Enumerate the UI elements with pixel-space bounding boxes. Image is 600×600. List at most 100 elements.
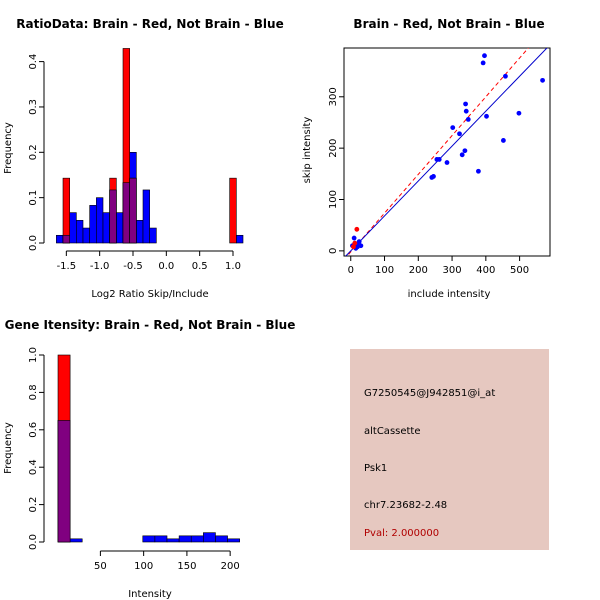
scatter-point-notbrain <box>351 235 357 241</box>
scatter-y-tick-label: 100 <box>328 190 339 209</box>
scatter-red-fit-line <box>346 48 529 256</box>
intensity-bar-notbrain <box>166 538 180 543</box>
intensity-y-tick-label: 0.4 <box>28 459 39 475</box>
scatter-point-brain <box>354 226 360 232</box>
ratio-bar-brain <box>62 177 70 244</box>
scatter-x-tick-label: 100 <box>375 265 394 276</box>
ratio-x-tick-label: -1.0 <box>90 261 110 272</box>
intensity-y-tick-label: 1.0 <box>28 347 39 363</box>
ratio-x-tick-label: -0.5 <box>123 261 143 272</box>
intensity-bar-notbrain <box>69 538 83 543</box>
intensity-bar-overlap <box>57 420 71 543</box>
ratio-x-tick-label: 0.0 <box>158 261 174 272</box>
scatter-point-brain <box>352 240 358 246</box>
scatter-point-notbrain <box>476 168 481 174</box>
ratio-bar-notbrain <box>149 227 157 244</box>
ratio-bar-notbrain <box>69 212 77 244</box>
intensity-x-axis-label: Intensity <box>128 589 172 600</box>
intensity-y-tick-label: 0.8 <box>28 384 39 400</box>
scatter-point-notbrain <box>540 77 545 83</box>
scatter-point-notbrain <box>450 125 456 131</box>
scatter-point-notbrain <box>516 110 522 116</box>
ratio-bar-notbrain <box>56 234 64 244</box>
intensity-bar-notbrain <box>154 535 168 543</box>
intensity-x-tick-label: 100 <box>134 561 153 572</box>
scatter-panel: Brain - Red, Not Brain - Blue 0 100 200 300… <box>302 17 551 300</box>
intensity-y-tick-label: 0.6 <box>28 422 39 438</box>
intensity-y-tick-label: 0.0 <box>28 534 39 550</box>
info-panel: G7250545@J942851@i_at altCassette Psk1 c… <box>350 349 549 550</box>
intensity-y-tick-label: 0.2 <box>28 497 39 513</box>
scatter-frame <box>343 47 551 257</box>
ratio-bar-notbrain <box>136 220 144 244</box>
intensity-bar-notbrain <box>178 535 192 543</box>
scatter-y-axis-label: skip intensity <box>302 117 313 184</box>
intensity-bar-notbrain <box>142 535 156 543</box>
ratio-y-tick-label: 0.0 <box>28 235 39 251</box>
scatter-point-notbrain <box>500 138 506 143</box>
ratio-bar-overlap <box>62 234 70 244</box>
scatter-x-tick-label: 300 <box>443 265 462 276</box>
intensity-histogram-panel: Gene Itensity: Brain - Red, Not Brain - … <box>3 318 295 600</box>
probe-id-text: G7250545@J942851@i_at <box>364 388 495 399</box>
ratio-bar-brain <box>229 177 237 244</box>
scatter-point-notbrain <box>444 160 450 165</box>
scatter-point-notbrain <box>459 152 465 158</box>
scatter-y-tick-label: 200 <box>328 139 339 158</box>
scatter-x-tick-label: 500 <box>510 265 529 276</box>
gene-name-text: Psk1 <box>364 463 387 474</box>
scatter-point-notbrain <box>480 60 486 66</box>
scatter-blue-fit-line <box>345 48 548 256</box>
ratio-x-tick-label: 1.0 <box>225 261 241 272</box>
ratio-bars <box>56 48 244 244</box>
scatter-point-notbrain <box>465 116 471 122</box>
scatter-point-notbrain <box>503 73 508 79</box>
scatter-point-notbrain <box>484 113 489 119</box>
ratio-chart-title: RatioData: Brain - Red, Not Brain - Blue <box>16 17 283 31</box>
intensity-bar-notbrain <box>227 538 240 543</box>
scatter-point-notbrain <box>356 239 362 245</box>
pval-text: Pval: 2.000000 <box>364 528 439 539</box>
ratio-bar-notbrain <box>142 189 150 244</box>
ratio-bar-notbrain <box>236 234 244 244</box>
scatter-point-notbrain <box>436 157 442 162</box>
intensity-chart-title: Gene Itensity: Brain - Red, Not Brain - … <box>5 318 296 332</box>
ratio-y-tick-label: 0.4 <box>28 54 39 70</box>
ratio-bar-overlap <box>129 177 137 244</box>
ratio-bar-notbrain <box>82 227 90 244</box>
scatter-point-notbrain <box>457 131 462 137</box>
intensity-bars <box>57 354 240 543</box>
scatter-point-notbrain <box>431 173 436 179</box>
intensity-bar-notbrain <box>203 532 216 543</box>
ratio-bar-notbrain <box>96 197 104 244</box>
ratio-bar-notbrain <box>102 212 110 244</box>
intensity-x-tick-label: 150 <box>177 561 196 572</box>
ratio-y-tick-label: 0.1 <box>28 190 39 206</box>
scatter-y-tick-label: 300 <box>328 87 339 106</box>
intensity-bar-notbrain <box>215 535 228 543</box>
scatter-fit-lines <box>345 48 548 256</box>
intensity-axes: 0.0 0.2 0.4 0.6 0.8 1.0 50 100 150 200 <box>28 347 240 572</box>
ratio-y-tick-label: 0.3 <box>28 99 39 115</box>
info-panel-background <box>350 349 549 550</box>
ratio-bar-notbrain <box>89 205 97 244</box>
scatter-chart-title: Brain - Red, Not Brain - Blue <box>353 17 544 31</box>
scatter-x-tick-label: 0 <box>348 265 354 276</box>
scatter-point-notbrain <box>482 53 487 59</box>
intensity-x-tick-label: 50 <box>94 561 107 572</box>
event-type-text: altCassette <box>364 426 421 437</box>
ratio-bar-notbrain <box>116 212 124 244</box>
ratio-x-tick-label: -1.5 <box>57 261 77 272</box>
location-text: chr7.23682-2.48 <box>364 500 447 511</box>
ratio-x-axis-label: Log2 Ratio Skip/Include <box>91 289 208 300</box>
ratio-histogram-panel: RatioData: Brain - Red, Not Brain - Blue… <box>3 17 284 300</box>
ratio-bar-overlap <box>109 189 117 244</box>
ratio-y-axis-label: Frequency <box>3 122 14 174</box>
intensity-y-axis-label: Frequency <box>3 422 14 474</box>
ratio-bar-notbrain <box>76 220 84 244</box>
scatter-point-notbrain <box>463 108 469 114</box>
ratio-bar-overlap <box>122 182 130 244</box>
intensity-bar-notbrain <box>190 535 204 543</box>
ratio-y-tick-label: 0.2 <box>28 144 39 160</box>
